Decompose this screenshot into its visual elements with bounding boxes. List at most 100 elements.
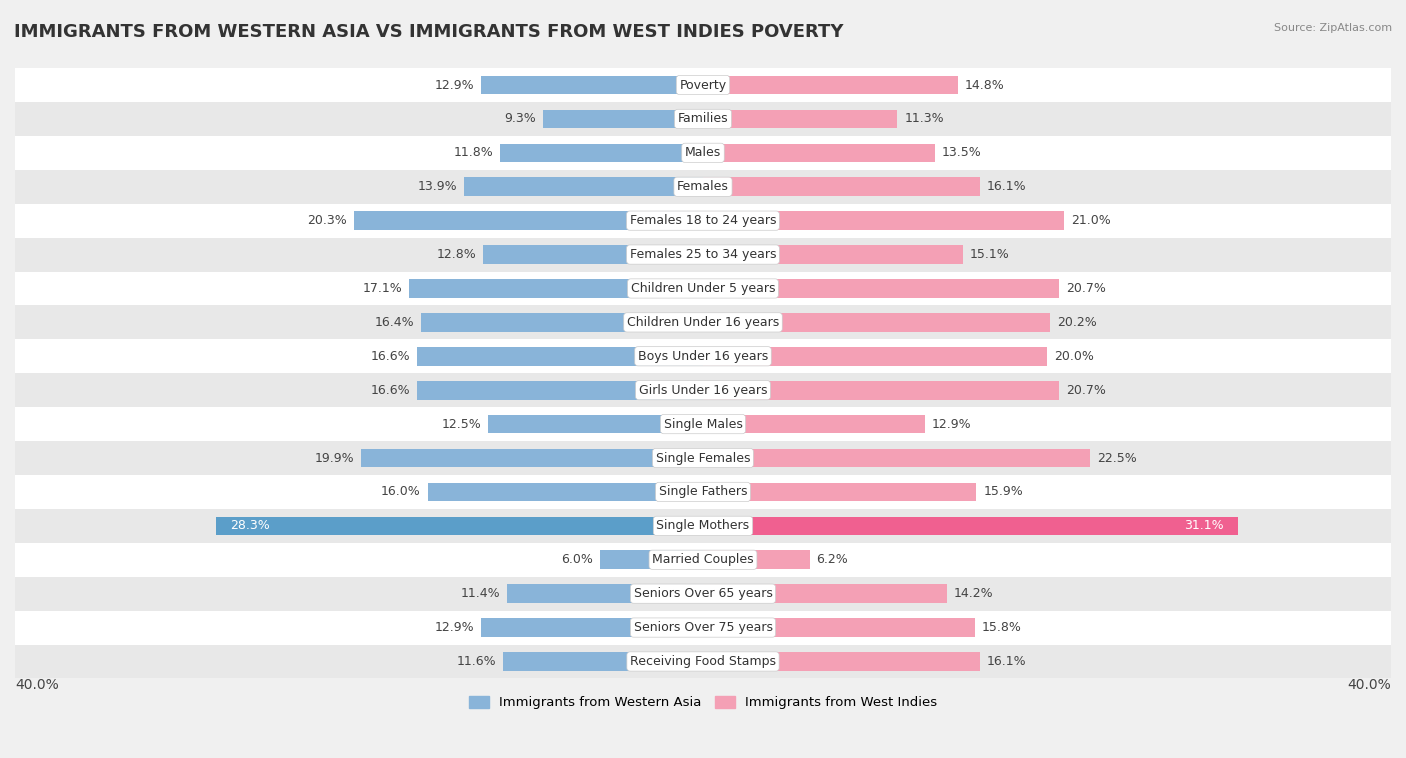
Bar: [409, 279, 703, 298]
Bar: [543, 110, 703, 128]
Text: Females 25 to 34 years: Females 25 to 34 years: [630, 248, 776, 261]
Text: 11.6%: 11.6%: [457, 655, 496, 668]
Text: 12.9%: 12.9%: [434, 79, 474, 92]
Bar: [15, 102, 1391, 136]
Text: 20.3%: 20.3%: [307, 215, 347, 227]
Bar: [217, 516, 703, 535]
Bar: [15, 237, 1391, 271]
Bar: [427, 483, 703, 501]
Bar: [15, 170, 1391, 204]
Text: 22.5%: 22.5%: [1097, 452, 1136, 465]
Bar: [361, 449, 703, 468]
Text: 13.9%: 13.9%: [418, 180, 457, 193]
Text: 28.3%: 28.3%: [231, 519, 270, 532]
Bar: [15, 373, 1391, 407]
Text: Boys Under 16 years: Boys Under 16 years: [638, 349, 768, 363]
Text: 12.5%: 12.5%: [441, 418, 481, 431]
Text: 14.2%: 14.2%: [955, 587, 994, 600]
Bar: [15, 611, 1391, 644]
Text: 20.7%: 20.7%: [1066, 282, 1105, 295]
Bar: [703, 313, 1050, 332]
Bar: [15, 475, 1391, 509]
Bar: [503, 652, 703, 671]
Bar: [464, 177, 703, 196]
Text: 16.4%: 16.4%: [374, 316, 413, 329]
Bar: [15, 577, 1391, 611]
Bar: [418, 347, 703, 365]
Bar: [703, 279, 1059, 298]
Bar: [703, 177, 980, 196]
Bar: [703, 584, 948, 603]
Bar: [703, 449, 1090, 468]
Bar: [15, 543, 1391, 577]
Bar: [703, 516, 1237, 535]
Text: Single Males: Single Males: [664, 418, 742, 431]
Text: 12.8%: 12.8%: [436, 248, 477, 261]
Text: 16.6%: 16.6%: [371, 349, 411, 363]
Bar: [15, 204, 1391, 237]
Bar: [703, 110, 897, 128]
Text: 16.6%: 16.6%: [371, 384, 411, 396]
Text: Seniors Over 75 years: Seniors Over 75 years: [634, 621, 772, 634]
Text: 16.1%: 16.1%: [987, 180, 1026, 193]
Text: Females 18 to 24 years: Females 18 to 24 years: [630, 215, 776, 227]
Bar: [703, 381, 1059, 399]
Bar: [420, 313, 703, 332]
Bar: [481, 619, 703, 637]
Text: 21.0%: 21.0%: [1071, 215, 1111, 227]
Bar: [508, 584, 703, 603]
Bar: [703, 211, 1064, 230]
Bar: [703, 652, 980, 671]
Bar: [703, 483, 977, 501]
Bar: [15, 407, 1391, 441]
Bar: [15, 271, 1391, 305]
Text: 17.1%: 17.1%: [363, 282, 402, 295]
Text: 20.0%: 20.0%: [1054, 349, 1094, 363]
Text: Males: Males: [685, 146, 721, 159]
Bar: [15, 68, 1391, 102]
Text: Poverty: Poverty: [679, 79, 727, 92]
Text: 19.9%: 19.9%: [314, 452, 354, 465]
Text: 14.8%: 14.8%: [965, 79, 1004, 92]
Text: 20.7%: 20.7%: [1066, 384, 1105, 396]
Bar: [703, 619, 974, 637]
Bar: [15, 509, 1391, 543]
Bar: [501, 143, 703, 162]
Bar: [15, 340, 1391, 373]
Text: 6.2%: 6.2%: [817, 553, 848, 566]
Bar: [15, 305, 1391, 340]
Bar: [703, 347, 1047, 365]
Text: Single Mothers: Single Mothers: [657, 519, 749, 532]
Text: 40.0%: 40.0%: [1347, 678, 1391, 692]
Text: 16.1%: 16.1%: [987, 655, 1026, 668]
Text: Families: Families: [678, 112, 728, 125]
Text: 12.9%: 12.9%: [932, 418, 972, 431]
Bar: [15, 644, 1391, 678]
Bar: [15, 441, 1391, 475]
Bar: [354, 211, 703, 230]
Bar: [703, 550, 810, 569]
Bar: [15, 136, 1391, 170]
Text: 40.0%: 40.0%: [15, 678, 59, 692]
Text: Single Fathers: Single Fathers: [659, 485, 747, 499]
Text: 31.1%: 31.1%: [1184, 519, 1225, 532]
Text: 15.1%: 15.1%: [970, 248, 1010, 261]
Bar: [703, 415, 925, 434]
Bar: [703, 246, 963, 264]
Bar: [418, 381, 703, 399]
Text: Receiving Food Stamps: Receiving Food Stamps: [630, 655, 776, 668]
Bar: [481, 76, 703, 94]
Text: 9.3%: 9.3%: [505, 112, 536, 125]
Text: Source: ZipAtlas.com: Source: ZipAtlas.com: [1274, 23, 1392, 33]
Bar: [703, 143, 935, 162]
Text: 15.9%: 15.9%: [983, 485, 1024, 499]
Text: 6.0%: 6.0%: [561, 553, 593, 566]
Text: Children Under 5 years: Children Under 5 years: [631, 282, 775, 295]
Text: 11.4%: 11.4%: [460, 587, 501, 600]
Text: IMMIGRANTS FROM WESTERN ASIA VS IMMIGRANTS FROM WEST INDIES POVERTY: IMMIGRANTS FROM WESTERN ASIA VS IMMIGRAN…: [14, 23, 844, 41]
Text: Children Under 16 years: Children Under 16 years: [627, 316, 779, 329]
Text: 11.8%: 11.8%: [453, 146, 494, 159]
Text: 15.8%: 15.8%: [981, 621, 1022, 634]
Text: 13.5%: 13.5%: [942, 146, 981, 159]
Text: 16.0%: 16.0%: [381, 485, 420, 499]
